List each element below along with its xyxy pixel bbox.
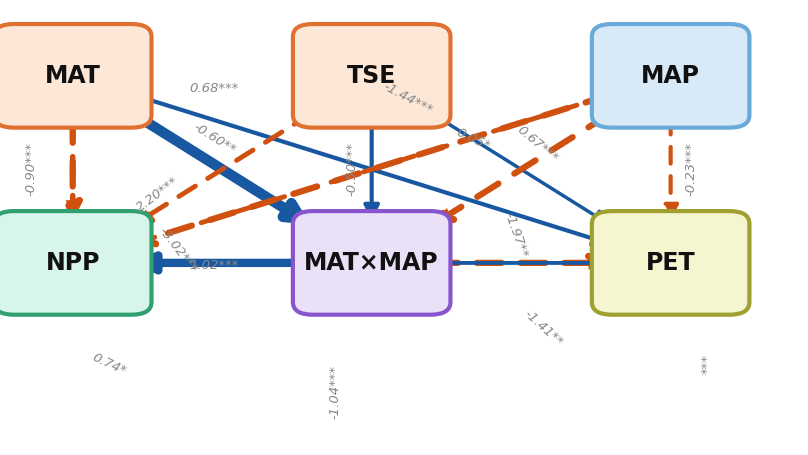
Text: MAT: MAT	[44, 64, 101, 88]
Text: NPP: NPP	[45, 251, 100, 275]
FancyBboxPatch shape	[591, 211, 750, 315]
Text: -1.04***: -1.04***	[329, 365, 342, 419]
Text: -1.44***: -1.44***	[381, 80, 435, 117]
Text: -1.97**: -1.97**	[501, 211, 530, 259]
Text: -0.23***: -0.23***	[684, 142, 697, 197]
Text: MAP: MAP	[641, 64, 701, 88]
Text: -0.50***: -0.50***	[345, 142, 358, 197]
FancyBboxPatch shape	[0, 211, 152, 315]
Text: -1.41**: -1.41**	[521, 308, 565, 349]
FancyBboxPatch shape	[292, 211, 451, 315]
Text: 0.68***: 0.68***	[190, 82, 238, 95]
Text: 0.05*: 0.05*	[453, 126, 492, 152]
Text: 0.74*: 0.74*	[90, 350, 128, 378]
Text: -0.60**: -0.60**	[191, 121, 238, 157]
Text: -3.02***: -3.02***	[156, 225, 200, 276]
Text: TSE: TSE	[347, 64, 397, 88]
Text: PET: PET	[646, 251, 696, 275]
Text: 0.67***: 0.67***	[514, 123, 561, 165]
Text: -0.90***: -0.90***	[24, 142, 37, 197]
Text: 1.02***: 1.02***	[190, 259, 238, 272]
Text: ***: ***	[701, 354, 713, 374]
FancyBboxPatch shape	[0, 24, 152, 128]
Text: MAT×MAP: MAT×MAP	[305, 251, 439, 275]
FancyBboxPatch shape	[292, 24, 451, 128]
FancyBboxPatch shape	[591, 24, 750, 128]
Text: 2.20***: 2.20***	[134, 175, 181, 215]
